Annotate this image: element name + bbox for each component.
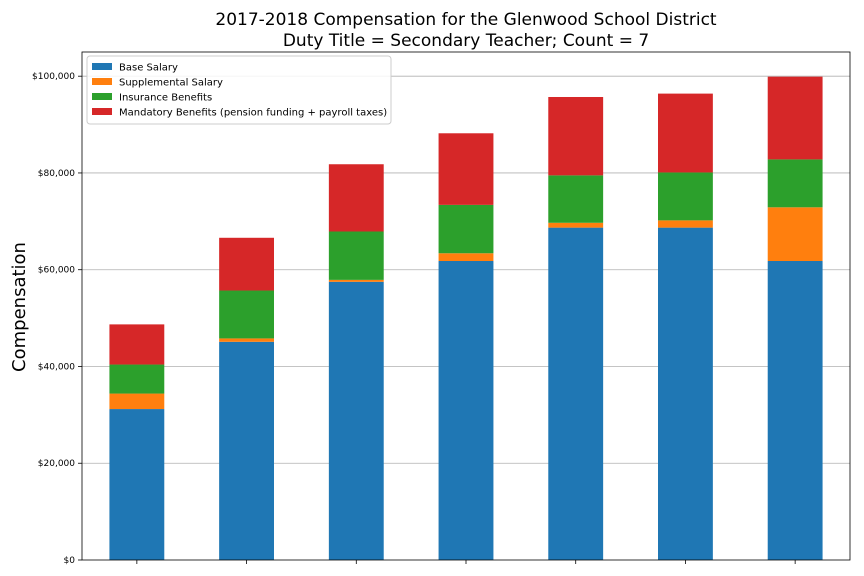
legend-label-1: Base Salary: [119, 63, 178, 74]
legend-swatch-2: [92, 78, 112, 85]
bar-6-series-3: [658, 172, 713, 221]
bar-3-series-2: [328, 279, 384, 282]
bar-7-series-1: [767, 261, 823, 560]
bar-1-series-2: [109, 393, 165, 410]
bar-7-series-2: [767, 207, 823, 262]
legend: Base Salary Supplemental Salary Insurance …: [86, 55, 392, 125]
y-tick-label-0: $0: [64, 556, 76, 566]
y-tick-label-1: $20,000: [38, 459, 75, 469]
legend-swatch-4: [92, 108, 112, 115]
y-tick-label-3: $60,000: [38, 266, 75, 276]
bar-6-series-2: [658, 220, 713, 228]
bar-2-series-3: [219, 290, 274, 339]
bar-2-series-2: [219, 338, 274, 342]
bar-1-series-3: [109, 364, 165, 394]
bar-4-series-2: [438, 253, 494, 262]
legend-label-4: Mandatory Benefits (pension funding + pa…: [119, 108, 387, 119]
y-tick-label-5: $100,000: [32, 72, 75, 82]
axes: $0 $20,000 $40,000 $60,000 $80,000 $100,000: [32, 51, 851, 566]
legend-label-3: Insurance Benefits: [119, 93, 212, 104]
bar-5-series-4: [548, 96, 604, 176]
legend-label-2: Supplemental Salary: [119, 78, 223, 89]
bar-3-series-4: [328, 164, 384, 232]
chart-subtitle: Duty Title = Secondary Teacher; Count = …: [283, 31, 649, 51]
y-tick-label-2: $40,000: [38, 362, 75, 372]
bar-5-series-1: [548, 227, 604, 560]
bar-6-series-1: [658, 227, 713, 560]
bar-7-series-4: [767, 76, 823, 160]
bar-4-series-1: [438, 261, 494, 560]
bars: [109, 76, 823, 560]
bar-7-series-3: [767, 159, 823, 208]
legend-swatch-1: [92, 63, 112, 70]
bar-4-series-4: [438, 133, 494, 205]
bar-5-series-3: [548, 175, 604, 223]
bar-1-series-1: [109, 409, 165, 560]
bar-4-series-3: [438, 204, 494, 254]
bar-6-series-4: [658, 93, 713, 173]
legend-swatch-3: [92, 93, 112, 100]
bar-3-series-3: [328, 231, 384, 280]
bar-5-series-2: [548, 222, 604, 228]
bar-2-series-1: [219, 341, 274, 560]
bar-3-series-1: [328, 281, 384, 560]
plot-frame: [81, 51, 851, 561]
y-axis-label: Compensation: [9, 242, 30, 372]
y-tick-label-4: $80,000: [38, 169, 75, 179]
chart-title: 2017-2018 Compensation for the Glenwood …: [215, 10, 717, 30]
bar-2-series-4: [219, 237, 274, 291]
bar-1-series-4: [109, 324, 165, 365]
legend-box: [86, 55, 392, 125]
